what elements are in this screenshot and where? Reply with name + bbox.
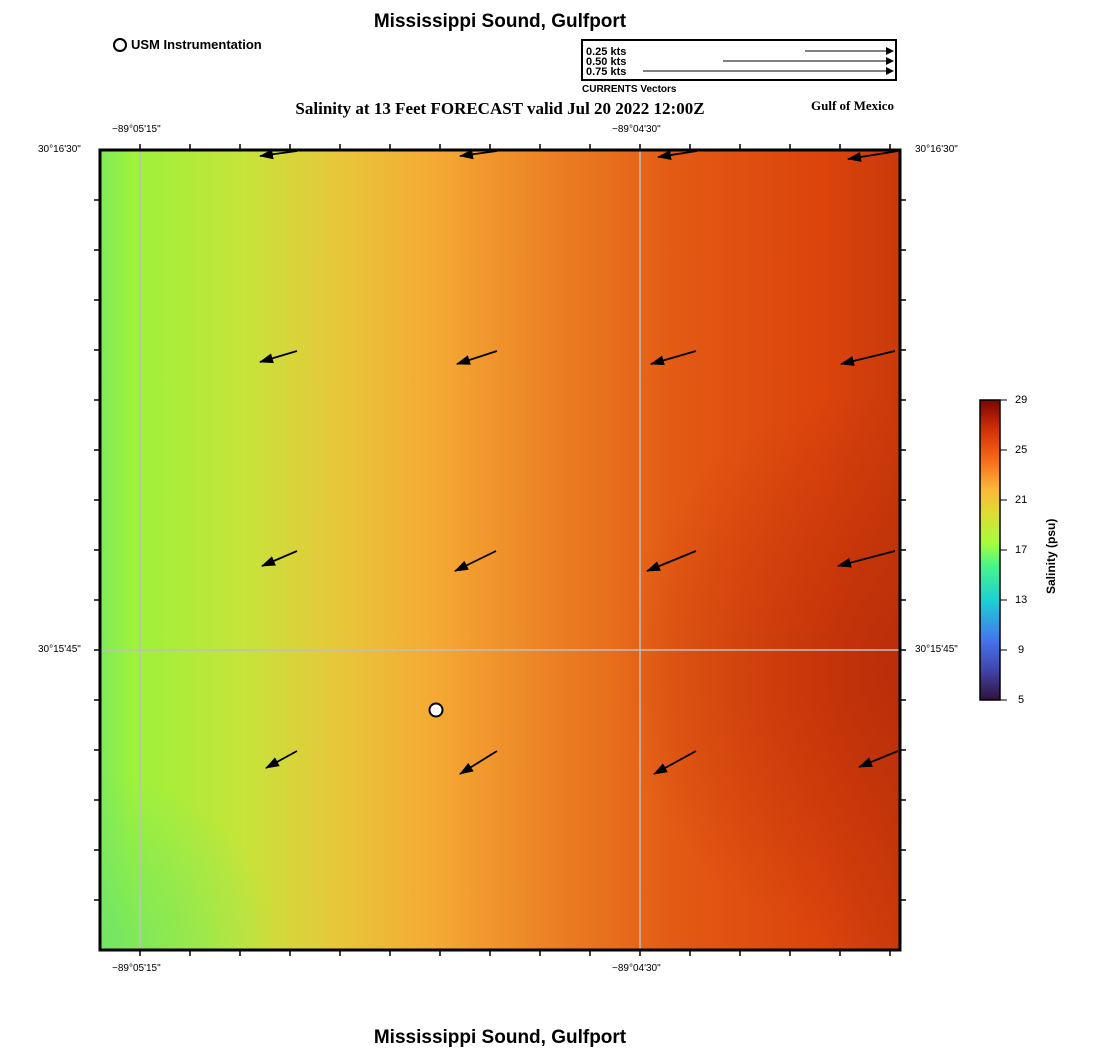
- vector-legend-arrows: [643, 47, 894, 75]
- current-arrow-icon: [840, 350, 896, 366]
- vector-legend-label: 0.25 kts: [586, 46, 627, 58]
- bottom-title: Mississippi Sound, Gulfport: [373, 1027, 627, 1048]
- map-frame: [94, 144, 906, 956]
- salinity-colorbar: [979, 399, 1007, 701]
- station-legend-label: USM Instrumentation: [131, 37, 262, 52]
- current-arrow-icon: [646, 550, 697, 572]
- colorbar-tick-label: 21: [1015, 494, 1028, 506]
- salinity-field: [100, 150, 900, 950]
- lon-tick-label-bottom: −89°05'15": [112, 963, 161, 974]
- plot-title: Salinity at 13 Feet FORECAST valid Jul 2…: [295, 99, 705, 118]
- current-arrow-icon: [459, 750, 498, 775]
- current-arrow-icon: [259, 149, 298, 160]
- current-arrow-icon: [847, 150, 899, 162]
- lon-tick-label-bottom: −89°04'30": [612, 963, 661, 974]
- region-label: Gulf of Mexico: [811, 98, 895, 113]
- current-arrow-icon: [454, 550, 497, 572]
- grid-lines: [100, 150, 900, 950]
- current-arrow-icon: [259, 350, 298, 364]
- lat-tick-label-left: 30°16'30": [38, 144, 81, 155]
- page-title: Mississippi Sound, Gulfport: [373, 11, 627, 32]
- current-arrow-icon: [265, 750, 298, 769]
- station-legend: USM Instrumentation: [113, 37, 262, 52]
- colorbar-tick-label: 13: [1015, 594, 1028, 606]
- vector-legend-caption: CURRENTS Vectors: [582, 84, 677, 95]
- vector-legend-label: 0.75 kts: [586, 66, 627, 78]
- lat-tick-label-right: 30°16'30": [915, 144, 958, 155]
- colorbar-tick-label: 9: [1018, 644, 1025, 656]
- current-arrow-icon: [261, 550, 298, 567]
- lon-tick-label-top: −89°05'15": [112, 124, 161, 135]
- current-arrow-icon: [837, 550, 896, 568]
- lat-tick-label-right: 30°15'45": [915, 644, 958, 655]
- colorbar-tick-label: 5: [1018, 694, 1025, 706]
- lat-tick-label-left: 30°15'45": [38, 644, 81, 655]
- salinity-map: [94, 144, 906, 956]
- colorbar-tick-label: 25: [1015, 444, 1028, 456]
- usm-station-marker-icon[interactable]: [428, 702, 444, 718]
- vector-legend-label: 0.50 kts: [586, 56, 627, 68]
- colorbar-title: Salinity (psu): [1044, 518, 1058, 594]
- colorbar-tick-label: 29: [1015, 394, 1028, 406]
- colorbar-tick-label: 17: [1015, 544, 1028, 556]
- current-arrow-icon: [459, 149, 498, 160]
- current-vectors: [259, 149, 899, 775]
- current-arrow-icon: [456, 350, 498, 365]
- current-arrow-icon: [653, 750, 697, 775]
- current-arrow-icon: [657, 150, 698, 160]
- lon-tick-label-top: −89°04'30": [612, 124, 661, 135]
- current-arrow-icon: [650, 350, 697, 366]
- station-marker-icon: [113, 37, 127, 52]
- current-arrow-icon: [858, 750, 899, 768]
- current-vector-legend: 0.25 kts 0.50 kts 0.75 kts: [581, 39, 897, 81]
